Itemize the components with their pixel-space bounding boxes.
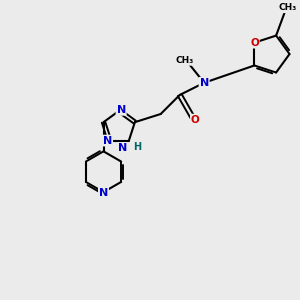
Text: H: H [133,142,141,152]
Text: N: N [200,78,209,88]
Text: CH₃: CH₃ [176,56,194,65]
Text: CH₃: CH₃ [278,3,297,12]
Text: N: N [118,142,127,152]
Text: N: N [116,105,126,115]
Text: N: N [99,188,108,198]
Text: O: O [191,115,200,124]
Text: N: N [103,136,112,146]
Text: O: O [250,38,259,48]
